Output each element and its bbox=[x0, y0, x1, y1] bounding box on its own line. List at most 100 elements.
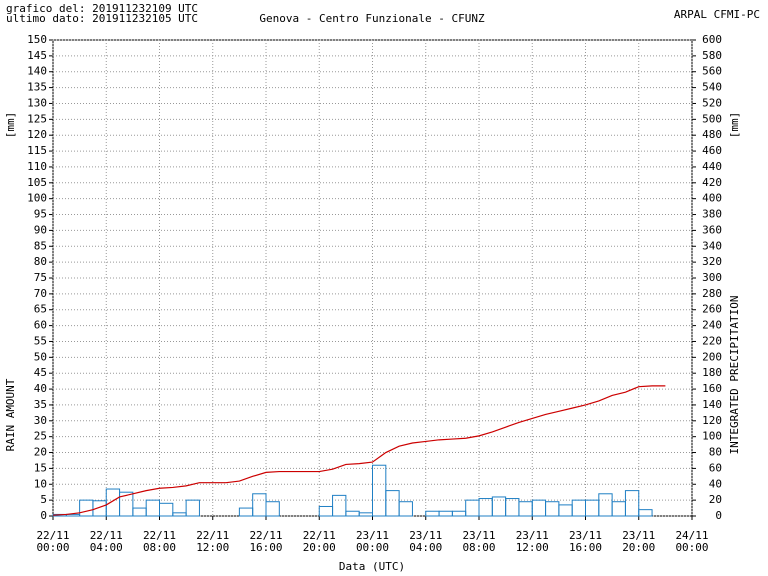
bar bbox=[465, 499, 480, 517]
y2-tick-label: 400 bbox=[702, 192, 722, 205]
y-tick-label: 65 bbox=[34, 303, 47, 316]
bar bbox=[558, 504, 573, 517]
bar bbox=[119, 491, 134, 517]
y2-tick-label: 500 bbox=[702, 112, 722, 125]
x-tick-label: 22/11 12:00 bbox=[196, 529, 229, 554]
bar bbox=[598, 493, 613, 517]
y2-tick-label: 220 bbox=[702, 334, 722, 347]
x-tick-label: 22/11 16:00 bbox=[249, 529, 282, 554]
bar bbox=[318, 505, 334, 517]
y2-tick-label: 200 bbox=[702, 350, 722, 363]
x-tick-label: 22/11 08:00 bbox=[143, 529, 176, 554]
y2-tick-label: 240 bbox=[702, 319, 722, 332]
y-tick-label: 120 bbox=[27, 128, 47, 141]
bar bbox=[518, 501, 533, 517]
y2-tick-label: 260 bbox=[702, 303, 722, 316]
y2-tick-label: 580 bbox=[702, 49, 722, 62]
y-tick-label: 5 bbox=[40, 493, 47, 506]
y2-tick-label: 380 bbox=[702, 208, 722, 221]
bar bbox=[611, 501, 626, 517]
y2-axis-label: INTEGRATED PRECIPITATION bbox=[728, 296, 741, 455]
x-tick-label: 23/11 16:00 bbox=[569, 529, 602, 554]
y2-tick-label: 280 bbox=[702, 287, 722, 300]
bar bbox=[531, 499, 547, 517]
y2-tick-label: 120 bbox=[702, 414, 722, 427]
bar bbox=[638, 509, 653, 517]
y2-tick-label: 180 bbox=[702, 366, 722, 379]
bar bbox=[585, 499, 600, 517]
y2-tick-label: 320 bbox=[702, 255, 722, 268]
bar bbox=[385, 490, 400, 517]
y-tick-label: 150 bbox=[27, 33, 47, 46]
y-tick-label: 70 bbox=[34, 287, 47, 300]
y-tick-label: 85 bbox=[34, 239, 47, 252]
info-line: ultimo dato: 201911232105 UTC bbox=[6, 12, 198, 25]
bar bbox=[172, 512, 187, 517]
x-tick-label: 22/11 04:00 bbox=[90, 529, 123, 554]
y-tick-label: 80 bbox=[34, 255, 47, 268]
bar bbox=[372, 464, 387, 517]
x-tick-label: 24/11 00:00 bbox=[675, 529, 708, 554]
bar bbox=[398, 501, 413, 517]
y2-tick-label: 0 bbox=[715, 509, 722, 522]
y2-tick-label: 100 bbox=[702, 430, 722, 443]
y2-tick-label: 40 bbox=[709, 477, 722, 490]
y-tick-label: 105 bbox=[27, 176, 47, 189]
y2-tick-label: 60 bbox=[709, 461, 722, 474]
y-tick-label: 0 bbox=[40, 509, 47, 522]
y-tick-label: 15 bbox=[34, 461, 47, 474]
y2-tick-label: 440 bbox=[702, 160, 722, 173]
bar bbox=[265, 501, 280, 517]
line bbox=[52, 385, 666, 516]
bar bbox=[545, 501, 560, 517]
bar bbox=[571, 499, 586, 517]
y-tick-label: 100 bbox=[27, 192, 47, 205]
bar bbox=[505, 498, 520, 517]
bar bbox=[425, 510, 440, 517]
bar bbox=[185, 499, 200, 517]
y-tick-label: 30 bbox=[34, 414, 47, 427]
y-tick-label: 40 bbox=[34, 382, 47, 395]
y2-tick-label: 520 bbox=[702, 96, 722, 109]
source: ARPAL CFMI-PC bbox=[674, 8, 760, 21]
info-line: grafico del: 201911232109 UTC bbox=[6, 2, 198, 15]
y2-tick-label: 540 bbox=[702, 81, 722, 94]
y2-tick-label: 480 bbox=[702, 128, 722, 141]
y-tick-label: 60 bbox=[34, 319, 47, 332]
y-tick-label: 90 bbox=[34, 223, 47, 236]
y2-tick-label: 80 bbox=[709, 446, 722, 459]
y-tick-label: 95 bbox=[34, 208, 47, 221]
y2-tick-label: 340 bbox=[702, 239, 722, 252]
y2-tick-label: 360 bbox=[702, 223, 722, 236]
x-axis-label: Data (UTC) bbox=[339, 560, 405, 573]
y-tick-label: 110 bbox=[27, 160, 47, 173]
bar bbox=[478, 498, 493, 517]
bar bbox=[79, 499, 94, 517]
bar bbox=[159, 502, 174, 517]
x-tick-label: 23/11 04:00 bbox=[409, 529, 442, 554]
bar bbox=[358, 512, 373, 517]
x-tick-label: 23/11 00:00 bbox=[356, 529, 389, 554]
y2-tick-label: 460 bbox=[702, 144, 722, 157]
y2-tick-label: 560 bbox=[702, 65, 722, 78]
y2-tick-label: 300 bbox=[702, 271, 722, 284]
y2-tick-label: 140 bbox=[702, 398, 722, 411]
y-tick-label: 75 bbox=[34, 271, 47, 284]
x-tick-label: 22/11 20:00 bbox=[303, 529, 336, 554]
bar bbox=[145, 499, 160, 517]
chart-title: Genova - Centro Funzionale - CFUNZ bbox=[259, 12, 485, 25]
y-tick-label: 25 bbox=[34, 430, 47, 443]
y2-tick-label: 160 bbox=[702, 382, 722, 395]
x-tick-label: 23/11 20:00 bbox=[622, 529, 655, 554]
y-tick-label: 50 bbox=[34, 350, 47, 363]
x-tick-label: 22/11 00:00 bbox=[36, 529, 69, 554]
y2-tick-label: 600 bbox=[702, 33, 722, 46]
y-tick-label: 135 bbox=[27, 81, 47, 94]
bar bbox=[438, 510, 453, 517]
bar bbox=[105, 488, 121, 517]
y-tick-label: 140 bbox=[27, 65, 47, 78]
bar bbox=[238, 507, 254, 517]
x-tick-label: 23/11 08:00 bbox=[462, 529, 495, 554]
y-tick-label: 115 bbox=[27, 144, 47, 157]
